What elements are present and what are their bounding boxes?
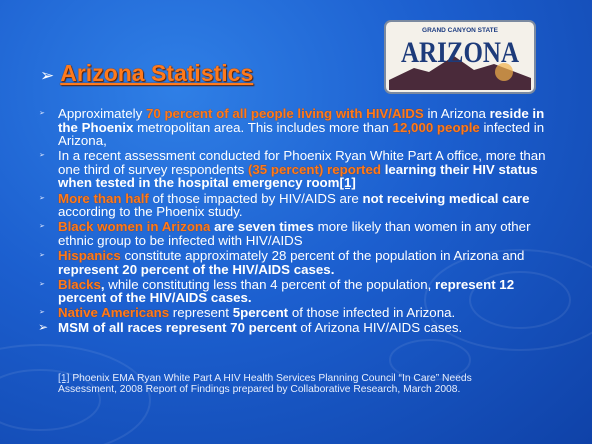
title-text: Arizona Statistics — [60, 60, 253, 86]
text-run: Phoenix EMA Ryan White Part A HIV Health… — [58, 373, 472, 395]
text-run: 12,000 people — [393, 120, 480, 135]
text-run: according to the Phoenix study. — [58, 204, 243, 219]
bullet: In a recent assessment conducted for Pho… — [58, 149, 558, 190]
text-run: of those infected in Arizona. — [288, 305, 455, 320]
slide: GRAND CANYON STATE ARIZONA ➢ Arizona Stat… — [0, 0, 592, 444]
text-run: 5percent — [233, 305, 288, 320]
footnote-link[interactable]: [1] — [340, 175, 356, 190]
bullet: Hispanics constitute approximately 28 pe… — [58, 249, 558, 276]
title-marker: ➢ — [40, 66, 54, 86]
bullet: MSM of all races represent 70 percent of… — [58, 321, 558, 335]
text-run: represent — [169, 305, 233, 320]
text-run: MSM of all races represent 70 percent — [58, 320, 297, 335]
footnote: [1] Phoenix EMA Ryan White Part A HIV He… — [58, 373, 528, 395]
bullet: Native Americans represent 5percent of t… — [58, 306, 558, 320]
bullet: Black women in Arizona are seven times m… — [58, 220, 558, 247]
text-run: not receiving medical care — [362, 191, 529, 206]
body: GRAND CANYON STATE ARIZONA ➢ Arizona Stat… — [0, 0, 592, 444]
bullet-list: Approximately 70 percent of all people l… — [58, 107, 558, 337]
footnote-link[interactable]: [1] — [58, 373, 69, 384]
text-run: of Arizona HIV/AIDS cases. — [297, 320, 463, 335]
title: ➢ Arizona Statistics — [40, 60, 253, 87]
page: Slide {"title": "Arizona Statistics", "p… — [0, 0, 592, 444]
text-run: represent 20 percent of the HIV/AIDS cas… — [58, 262, 334, 277]
plate-top: GRAND CANYON STATE — [422, 27, 499, 34]
text-run: metropolitan area. This includes more th… — [133, 120, 392, 135]
bullet: More than half of those impacted by HIV/… — [58, 192, 558, 219]
plate-name: ARIZONA — [401, 36, 519, 69]
bullet: Approximately 70 percent of all people l… — [58, 107, 558, 148]
license-plate: GRAND CANYON STATE ARIZONA — [384, 20, 536, 94]
bullet: Blacks, while constituting less than 4 p… — [58, 278, 558, 305]
text-run: Native Americans — [58, 305, 169, 320]
